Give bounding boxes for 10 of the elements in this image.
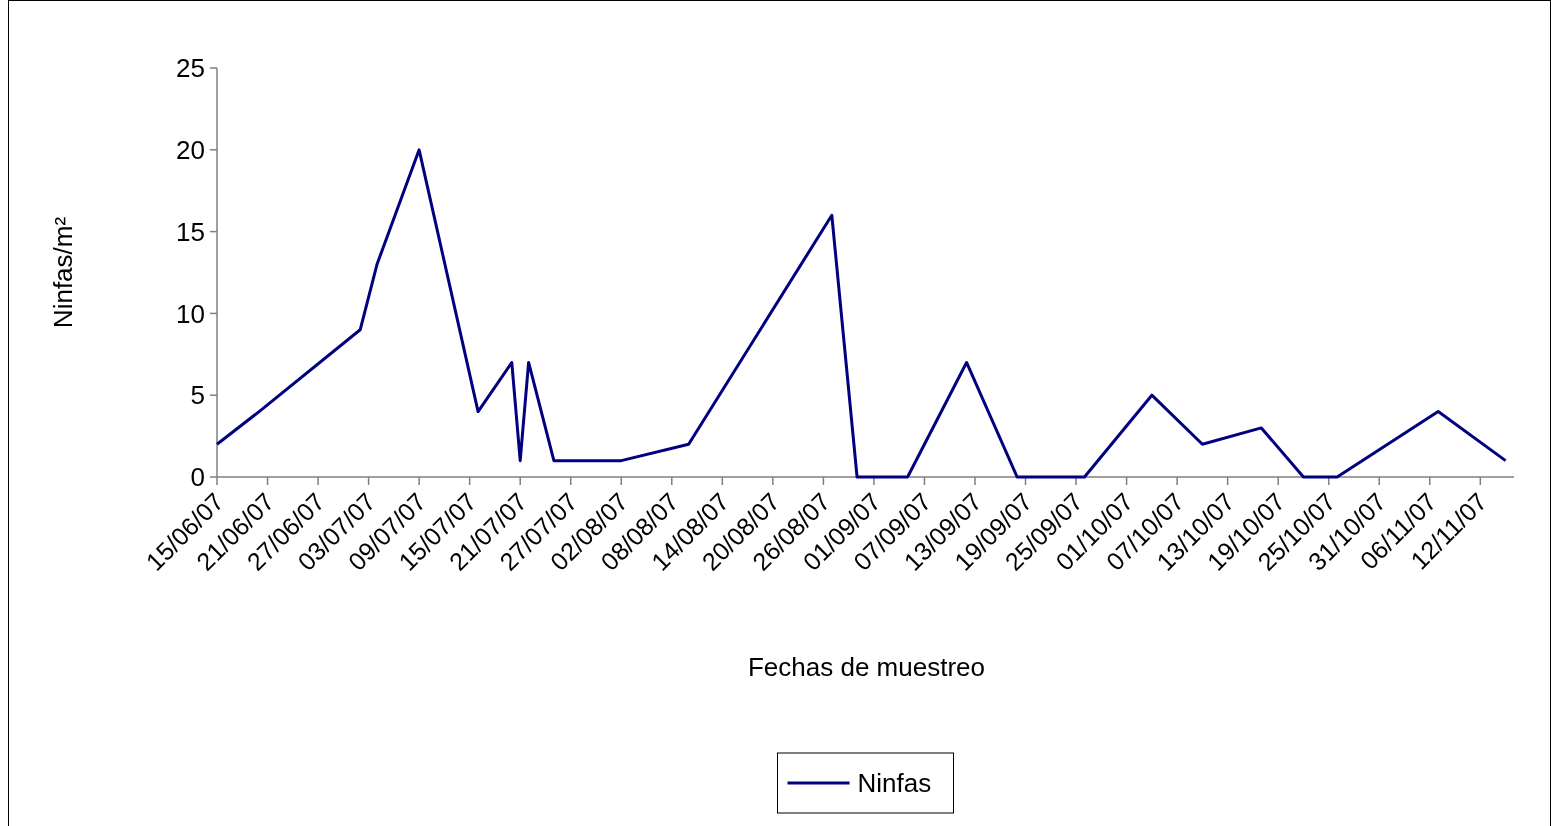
y-axis-title: Ninfas/m² <box>48 216 78 329</box>
y-tick-label: 15 <box>176 216 205 247</box>
y-tick-label: 0 <box>190 462 205 493</box>
y-tick-label: 20 <box>176 134 205 165</box>
line-series <box>215 148 1508 479</box>
y-tick-label: 5 <box>190 380 205 411</box>
y-tick-label: 10 <box>176 298 205 329</box>
y-tick-label: 25 <box>176 53 205 84</box>
legend-label: Ninfas <box>857 768 932 799</box>
x-axis-title: Fechas de muestreo <box>747 652 986 682</box>
